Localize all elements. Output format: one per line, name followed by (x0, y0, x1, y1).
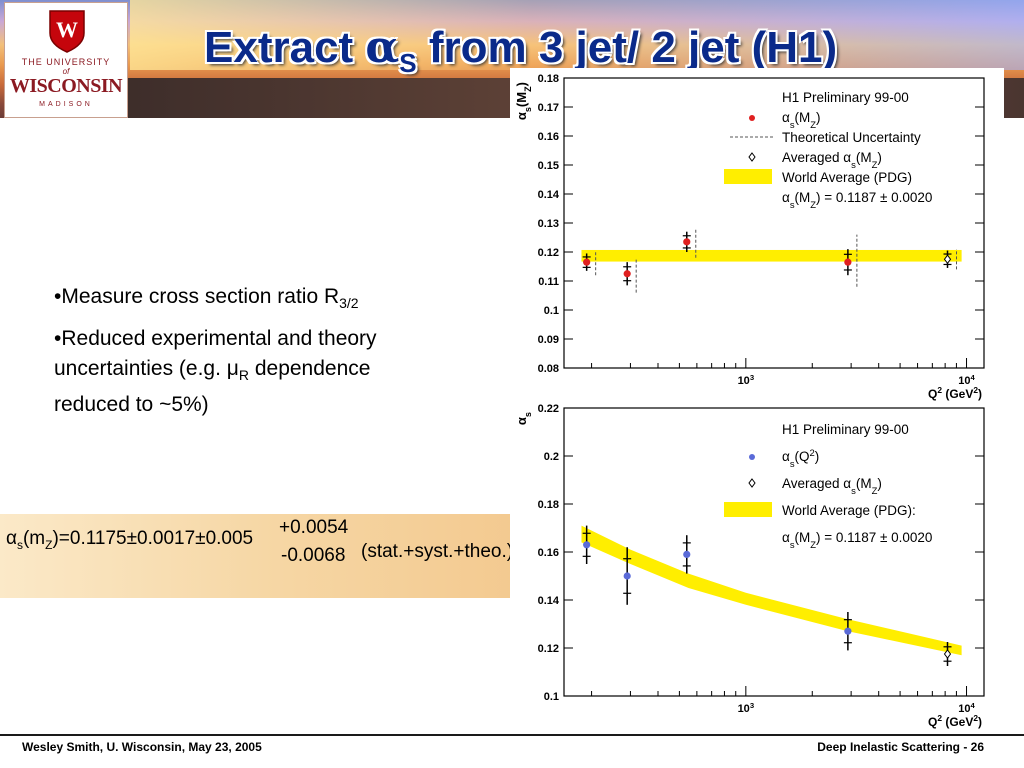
bullet-2-line-1: •Reduced experimental and theory (54, 327, 377, 351)
banner-sky (130, 0, 1024, 70)
legend-title: H1 Preliminary 99-00 (782, 90, 909, 105)
y-axis-label: αs (514, 412, 533, 425)
x-tick-label: 103 (738, 373, 755, 388)
formula-s-sub: s (16, 537, 23, 552)
data-point (623, 572, 631, 580)
legend-title: H1 Preliminary 99-00 (782, 422, 909, 437)
slide-title: Extract αS from 3 jet/ 2 jet (H1) (204, 22, 837, 79)
x-axis-label: Q2 (GeV2) (928, 385, 982, 401)
data-point (683, 238, 691, 246)
y-tick-label: 0.14 (538, 595, 560, 607)
y-tick-label: 0.16 (538, 547, 559, 559)
logo-line-wisconsin: WISCONSIN (9, 75, 123, 97)
x-tick-label: 104 (958, 701, 975, 716)
y-tick-label: 0.08 (538, 363, 559, 375)
y-tick-label: 0.18 (538, 73, 559, 85)
bullet-1-sub: 3/2 (339, 295, 359, 312)
formula-minus-error: -0.0068 (281, 545, 346, 566)
x-tick-label: 104 (958, 373, 975, 388)
y-tick-label: 0.09 (538, 334, 559, 346)
footer-right: Deep Inelastic Scattering - 26 (817, 740, 984, 754)
crest-icon: W (49, 10, 85, 53)
legend-entry-world-average: World Average (PDG): (782, 503, 916, 518)
data-point (844, 627, 852, 635)
logo-line-of: of (62, 67, 70, 76)
y-tick-label: 0.16 (538, 131, 559, 143)
x-tick-label: 103 (738, 701, 755, 716)
y-tick-label: 0.1 (544, 305, 559, 317)
bullet-1-text: •Measure cross section ratio R (54, 285, 340, 308)
title-suffix: from 3 jet/ 2 jet (H1) (416, 23, 838, 72)
y-tick-label: 0.12 (538, 643, 559, 655)
legend-entry-averaged: Averaged αs(MZ) (782, 476, 882, 497)
y-tick-label: 0.14 (538, 189, 560, 201)
title-sub: S (399, 47, 417, 78)
legend-entry-world-average: World Average (PDG) (782, 170, 912, 185)
formula-band (0, 514, 528, 598)
logo-line-madison: MADISON (39, 101, 93, 108)
y-tick-label: 0.12 (538, 247, 559, 259)
formula-open: (m (22, 528, 46, 549)
y-tick-label: 0.1 (544, 691, 559, 703)
bullet-2-line-2b: dependence (249, 357, 371, 381)
bullet-2-line-3: reduced to ~5%) (54, 393, 209, 417)
formula-alpha: α (6, 528, 17, 549)
formula-tail: (stat.+syst.+theo.) (361, 541, 514, 562)
bullet-2-line-2a: uncertainties (e.g. (54, 357, 227, 381)
formula-plus-error: +0.0054 (279, 517, 349, 538)
plot-frame (563, 77, 985, 369)
legend-entry-measurement: αs(Q2) (782, 448, 819, 470)
bullet-2: •Reduced experimental and theory uncerta… (54, 324, 474, 420)
y-tick-label: 0.17 (538, 102, 559, 114)
legend-entry-value: αs(MZ) = 0.1187 ± 0.0020 (782, 190, 932, 211)
legend-band-swatch (724, 502, 772, 517)
formula-main: )=0.1175±0.0017±0.005 (52, 528, 254, 549)
legend-marker (749, 115, 755, 121)
legend-entry-theory: Theoretical Uncertainty (782, 130, 921, 145)
footer-divider (0, 734, 1024, 736)
legend-diamond (748, 478, 756, 488)
y-tick-label: 0.11 (538, 276, 559, 288)
bullet-list: •Measure cross section ratio R3/2 •Reduc… (54, 282, 474, 426)
legend-marker (749, 454, 755, 460)
x-axis-label: Q2 (GeV2) (928, 713, 982, 729)
y-tick-label: 0.2 (544, 451, 559, 463)
data-point (623, 270, 631, 278)
data-point (683, 550, 691, 558)
y-tick-label: 0.15 (538, 160, 559, 172)
result-formula: αs(mZ)=0.1175±0.0017±0.005 (6, 528, 253, 552)
formula-z-sub: Z (45, 537, 53, 552)
bullet-2-mu: μ (226, 357, 239, 381)
svg-text:W: W (56, 17, 78, 42)
logo-line-university: THE UNIVERSITY (21, 57, 111, 67)
y-axis-label: αs(MZ) (514, 82, 533, 120)
university-logo: W THE UNIVERSITY of WISCONSIN MADISON (4, 2, 128, 118)
data-point (583, 258, 591, 266)
bullet-1: •Measure cross section ratio R3/2 (54, 282, 474, 318)
averaged-point (943, 649, 952, 659)
y-tick-label: 0.22 (538, 403, 559, 415)
legend-entry-measurement: αs(MZ) (782, 110, 821, 131)
legend-entry-averaged: Averaged αs(MZ) (782, 150, 882, 171)
plot-alphas-mz: 0.08 0.09 0.1 0.11 0.12 0.13 0.14 0.15 0.16 0.17 0… (510, 68, 1004, 404)
legend-diamond (748, 152, 756, 162)
legend-entry-value: αs(MZ) = 0.1187 ± 0.0020 (782, 530, 932, 551)
bullet-2-mu-sub: R (238, 367, 249, 384)
world-average-band (581, 249, 962, 262)
footer-left: Wesley Smith, U. Wisconsin, May 23, 2005 (22, 740, 262, 754)
averaged-point (943, 254, 952, 265)
y-tick-label: 0.13 (538, 218, 559, 230)
title-alpha: α (365, 22, 400, 73)
title-prefix: Extract (204, 23, 366, 72)
legend-band-swatch (724, 169, 772, 184)
y-tick-label: 0.18 (538, 499, 559, 511)
world-average-band (581, 525, 962, 656)
data-point (844, 258, 852, 266)
data-point (583, 541, 591, 549)
